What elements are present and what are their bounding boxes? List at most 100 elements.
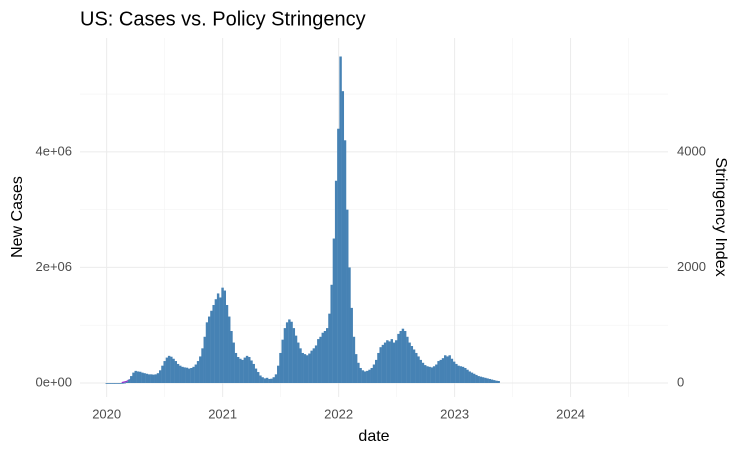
bar	[170, 356, 173, 384]
bar	[190, 367, 193, 384]
bar	[277, 365, 280, 384]
bar	[299, 348, 302, 384]
bar	[397, 333, 400, 384]
bar	[268, 378, 271, 384]
bar	[121, 382, 124, 384]
bar	[232, 342, 235, 384]
bar	[256, 372, 260, 384]
bar	[348, 267, 351, 384]
bar	[332, 238, 336, 384]
bar	[486, 378, 489, 384]
bar	[408, 342, 411, 384]
bar	[114, 383, 117, 384]
bar	[283, 328, 287, 384]
x-tick-label: 2020	[92, 406, 121, 421]
bar	[152, 374, 155, 384]
bar	[194, 364, 198, 384]
bar	[134, 370, 137, 384]
bar	[495, 380, 498, 384]
bar	[428, 366, 431, 384]
bar	[481, 377, 485, 384]
bar	[370, 367, 373, 384]
bar	[274, 374, 278, 384]
bar	[159, 370, 162, 384]
bar	[368, 369, 371, 384]
bar	[212, 304, 215, 384]
y2-axis-label: Stringency Index	[712, 157, 729, 276]
bar	[301, 352, 304, 384]
bar	[145, 373, 149, 384]
bar	[403, 331, 407, 384]
bar	[477, 376, 480, 384]
bar	[239, 358, 242, 384]
bar	[270, 378, 273, 384]
bar	[221, 287, 224, 384]
bar	[314, 345, 318, 384]
y-tick-label: 0e+00	[35, 374, 72, 389]
bar	[105, 383, 108, 384]
bar	[415, 352, 418, 384]
bar	[138, 371, 142, 384]
bar	[161, 365, 164, 384]
bar	[265, 377, 269, 384]
bar	[243, 357, 247, 384]
bar	[334, 180, 338, 384]
bar	[136, 371, 140, 384]
bar	[154, 374, 157, 384]
bar	[192, 366, 195, 384]
bar	[187, 368, 191, 384]
bar	[130, 376, 133, 384]
y-tick-label: 4e+06	[35, 143, 72, 158]
bar	[196, 361, 200, 384]
bar	[435, 364, 438, 384]
x-axis-label: date	[358, 428, 389, 445]
bar	[377, 352, 380, 384]
bar	[452, 361, 456, 384]
bar	[174, 361, 178, 384]
bar	[281, 339, 284, 384]
bar	[432, 366, 436, 384]
x-tick-label: 2021	[208, 406, 237, 421]
bar	[401, 328, 405, 384]
bar	[203, 336, 206, 384]
bar	[321, 332, 324, 384]
bar	[457, 365, 460, 384]
bar	[441, 358, 445, 384]
y2-tick-label: 4000	[677, 143, 706, 158]
bar	[310, 350, 313, 384]
bar	[303, 354, 307, 384]
bar	[205, 322, 209, 384]
bar	[450, 358, 454, 384]
bar	[410, 346, 414, 384]
bar	[225, 304, 229, 384]
bar	[357, 362, 360, 384]
bar	[288, 319, 291, 384]
bar	[490, 379, 494, 384]
y2-tick-label: 2000	[677, 259, 706, 274]
bar	[292, 328, 296, 384]
bar	[361, 370, 365, 384]
bar	[354, 354, 358, 384]
bar	[181, 366, 184, 384]
bar	[497, 380, 500, 384]
bar	[479, 376, 483, 384]
bar	[317, 339, 320, 384]
bar	[245, 355, 249, 384]
bar	[350, 307, 353, 384]
bar	[437, 361, 440, 384]
bar	[259, 375, 262, 384]
bar	[444, 355, 447, 384]
bar	[185, 367, 189, 384]
bar	[366, 370, 369, 384]
bar	[346, 209, 349, 384]
bar	[455, 363, 458, 384]
bar	[110, 383, 113, 384]
bar	[352, 336, 356, 384]
bar	[390, 339, 394, 384]
chart-title: US: Cases vs. Policy Stringency	[80, 8, 366, 30]
bar	[363, 371, 367, 384]
bar	[372, 364, 376, 384]
bar	[290, 321, 293, 384]
bar	[172, 358, 175, 384]
bar	[214, 299, 218, 384]
